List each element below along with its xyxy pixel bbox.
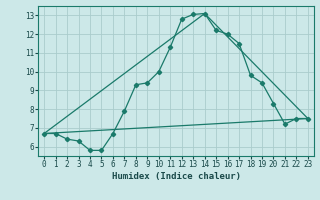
X-axis label: Humidex (Indice chaleur): Humidex (Indice chaleur) bbox=[111, 172, 241, 181]
